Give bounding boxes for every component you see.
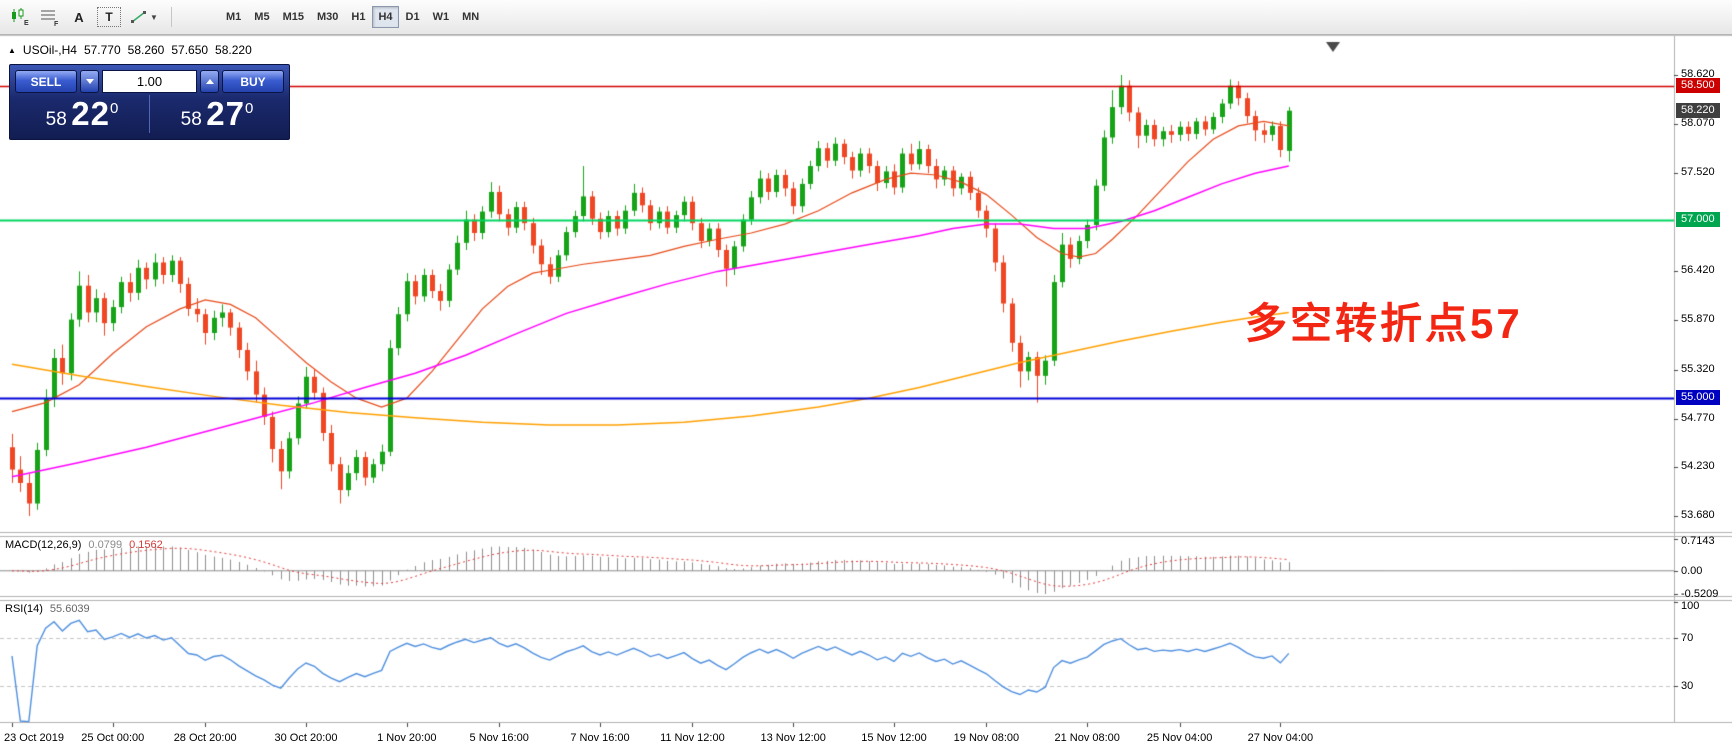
- chart-annotation-text: 多空转折点57: [1245, 300, 1523, 347]
- trendline-icon: [131, 11, 147, 23]
- one-click-trading-panel: SELL BUY 58 220 58 270: [9, 64, 290, 140]
- macd-signal-value: 0.1562: [129, 539, 163, 551]
- macd-main-value: 0.0799: [88, 539, 123, 551]
- timeframe-button-h1[interactable]: H1: [345, 6, 371, 28]
- buy-button[interactable]: BUY: [222, 70, 284, 93]
- one-click-prices: 58 220 58 270: [15, 93, 284, 134]
- chart-ohlc-header: ▲ USOil-,H4 57.770 58.260 57.650 58.220: [8, 43, 259, 57]
- candlestick-chart-icon: E: [12, 8, 29, 26]
- macd-name: MACD(12,26,9): [5, 539, 82, 551]
- lines-grid-icon: F: [41, 10, 59, 26]
- indicator-lines-icon[interactable]: F: [35, 4, 63, 30]
- expand-triangle-icon: ▲: [8, 46, 16, 55]
- volume-increase-button[interactable]: [200, 70, 219, 93]
- volume-decrease-button[interactable]: [80, 70, 99, 93]
- toolbar-separator: [171, 7, 172, 27]
- rsi-name: RSI(14): [5, 603, 43, 615]
- rsi-value: 55.6039: [49, 603, 90, 615]
- svg-text:E: E: [24, 20, 29, 26]
- low-value: 57.650: [171, 43, 209, 57]
- rsi-label: RSI(14) 55.6039: [5, 603, 97, 615]
- svg-text:F: F: [54, 21, 59, 26]
- boxed-t-icon: T: [97, 7, 121, 27]
- timeframe-button-w1[interactable]: W1: [427, 6, 456, 28]
- sell-price: 58 220: [45, 94, 119, 132]
- timeframe-button-d1[interactable]: D1: [400, 6, 426, 28]
- text-label-icon[interactable]: A: [65, 4, 93, 30]
- open-value: 57.770: [83, 43, 121, 57]
- timeframe-group: M1 M5 M15 M30 H1 H4 D1 W1 MN: [220, 6, 485, 28]
- sell-button[interactable]: SELL: [15, 70, 77, 93]
- price-axis[interactable]: [1675, 36, 1732, 723]
- text-box-tool-icon[interactable]: T: [95, 4, 123, 30]
- macd-label: MACD(12,26,9) 0.0799 0.1562: [5, 539, 170, 551]
- chart-candles-icon[interactable]: E: [5, 4, 33, 30]
- timeframe-button-m1[interactable]: M1: [220, 6, 247, 28]
- chevron-up-icon: [205, 79, 214, 84]
- close-value: 58.220: [215, 43, 252, 57]
- timeframe-button-m5[interactable]: M5: [248, 6, 275, 28]
- trendline-tool-icon[interactable]: ▼: [125, 4, 163, 30]
- high-value: 58.260: [127, 43, 165, 57]
- chevron-down-icon: ▼: [150, 12, 158, 22]
- one-click-controls: SELL BUY: [15, 70, 284, 93]
- timeframe-button-mn[interactable]: MN: [456, 6, 485, 28]
- chevron-down-icon: [85, 79, 94, 84]
- time-axis[interactable]: [0, 723, 1732, 753]
- toolbar: E F A T ▼ M1 M5 M15 M30 H1 H4 D1 W1 MN: [0, 0, 1732, 35]
- price-divider: [149, 94, 150, 133]
- symbol-name: USOil-,H4: [22, 43, 77, 57]
- timeframe-button-m30[interactable]: M30: [311, 6, 344, 28]
- volume-input[interactable]: [102, 70, 197, 93]
- buy-price: 58 270: [180, 94, 254, 132]
- timeframe-button-m15[interactable]: M15: [277, 6, 310, 28]
- timeframe-button-h4[interactable]: H4: [372, 6, 399, 28]
